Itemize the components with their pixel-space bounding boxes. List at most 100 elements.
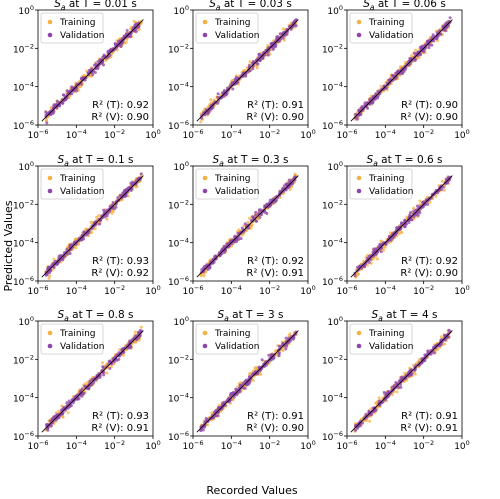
tick-base: 10 — [336, 131, 348, 141]
validation-point — [289, 27, 293, 31]
panel-title: Sa at T = 0.01 s — [54, 0, 137, 12]
x-tick-label: 10−4 — [375, 128, 396, 141]
legend-validation-marker — [356, 32, 362, 38]
validation-point — [53, 259, 57, 263]
training-point — [93, 227, 97, 231]
validation-point — [414, 54, 418, 57]
validation-point — [400, 68, 403, 72]
validation-point — [393, 231, 397, 234]
y-tick-label: 100 — [327, 160, 343, 173]
validation-point — [99, 217, 103, 221]
tick-base: 10 — [27, 287, 39, 297]
x-tick-label: 10−2 — [413, 439, 434, 452]
legend-training-label: Training — [368, 329, 405, 339]
legend-box — [40, 323, 104, 355]
legend-validation-label: Validation — [369, 342, 413, 352]
tick-base: 10 — [221, 131, 233, 141]
validation-point — [68, 252, 72, 255]
training-point — [126, 194, 130, 198]
x-tick-label: 100 — [300, 439, 316, 452]
tick-base: 10 — [259, 442, 271, 452]
panel-title: Sa at T = 0.6 s — [367, 154, 443, 168]
tick-base: 10 — [322, 45, 334, 55]
tick-exponent: −6 — [39, 284, 49, 292]
training-point — [390, 393, 394, 397]
y-tick-label: 10−6 — [322, 275, 343, 288]
validation-point — [108, 53, 112, 57]
validation-point — [91, 73, 95, 77]
panel-4: Sa at T = 0.1 s10−610−610−410−410−210−21… — [13, 154, 161, 297]
validation-point — [90, 378, 94, 382]
tick-base: 10 — [327, 318, 339, 328]
validation-point — [258, 215, 262, 219]
validation-point — [254, 219, 258, 223]
validation-point — [122, 351, 126, 354]
validation-point — [119, 193, 122, 197]
panel-1: Sa at T = 0.01 s10−610−610−410−410−210−2… — [13, 0, 161, 141]
validation-point — [84, 385, 88, 389]
r2-training: R² (T): 0.93 — [92, 256, 149, 267]
validation-point — [70, 398, 74, 402]
panel-title: Sa at T = 3 s — [218, 309, 284, 323]
validation-point — [410, 218, 414, 222]
title-symbol: S — [218, 309, 225, 321]
tick-exponent: −4 — [333, 392, 343, 400]
title-symbol: S — [58, 309, 65, 321]
panel-frame — [346, 165, 463, 282]
tick-base: 10 — [322, 278, 334, 288]
training-point — [440, 179, 444, 183]
tick-exponent: 0 — [157, 128, 161, 136]
tick-exponent: −4 — [333, 237, 343, 245]
title-subscript: a — [224, 314, 229, 323]
validation-point — [52, 103, 56, 107]
tick-base: 10 — [168, 84, 180, 94]
validation-point — [68, 92, 72, 96]
tick-base: 10 — [322, 122, 334, 132]
training-point — [52, 257, 56, 261]
tick-base: 10 — [104, 442, 116, 452]
training-point — [416, 56, 420, 60]
validation-point — [206, 264, 210, 268]
y-tick-label: 100 — [327, 315, 343, 328]
panel-8: Sa at T = 3 s10−610−610−410−410−210−2100… — [168, 309, 316, 452]
legend: Training Validation — [349, 323, 413, 355]
y-tick-label: 10−6 — [322, 430, 343, 443]
tick-exponent: −6 — [179, 430, 189, 438]
panel-title: Sa at T = 0.03 s — [209, 0, 292, 12]
title-symbol: S — [213, 154, 220, 166]
r2-training: R² (T): 0.92 — [401, 256, 458, 267]
x-tick-label: 100 — [145, 128, 161, 141]
title-rest: at T = 0.01 s — [65, 0, 136, 10]
legend: Training Validation — [40, 168, 104, 200]
tick-exponent: −2 — [425, 439, 435, 447]
legend-training-label: Training — [214, 329, 251, 339]
tick-exponent: −4 — [77, 128, 87, 136]
tick-exponent: −2 — [333, 198, 343, 206]
validation-point — [96, 59, 100, 63]
y-tick-label: 10−4 — [168, 81, 189, 94]
validation-point — [48, 419, 52, 423]
validation-point — [98, 58, 102, 62]
validation-point — [399, 222, 403, 226]
x-tick-label: 10−4 — [66, 284, 87, 297]
training-point — [199, 120, 203, 124]
tick-base: 10 — [322, 356, 334, 366]
tick-base: 10 — [13, 84, 25, 94]
validation-point — [273, 200, 277, 204]
validation-point — [261, 51, 265, 54]
tick-base: 10 — [13, 356, 25, 366]
r2-training: R² (T): 0.93 — [92, 411, 149, 422]
training-point — [418, 199, 422, 203]
validation-point — [281, 36, 285, 40]
legend-box — [195, 168, 259, 200]
tick-base: 10 — [168, 356, 180, 366]
training-point — [248, 372, 252, 376]
tick-base: 10 — [454, 131, 466, 141]
validation-point — [353, 274, 357, 278]
tick-exponent: −6 — [24, 119, 34, 127]
r2-validation: R² (V): 0.91 — [91, 423, 149, 434]
title-subscript: a — [64, 314, 69, 323]
legend-box — [349, 323, 413, 355]
tick-exponent: −4 — [179, 392, 189, 400]
tick-base: 10 — [145, 131, 157, 141]
